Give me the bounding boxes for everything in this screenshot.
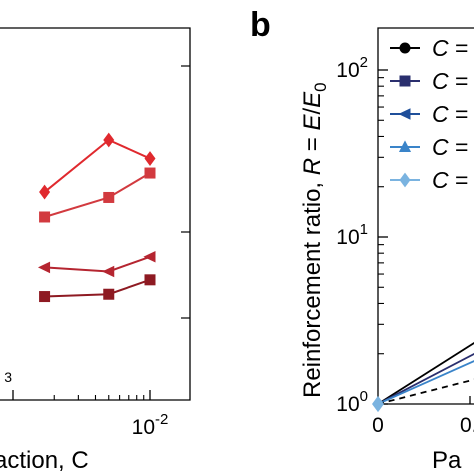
- panel-a-series-2-line: [44, 255, 151, 273]
- panel-a-x-tick-label-1e-2-mantissa: 10: [132, 416, 155, 439]
- panel-a-ticks: [12, 65, 190, 400]
- panel-b-line-0: [377, 341, 474, 405]
- panel-label-b: b: [250, 6, 271, 44]
- panel-a-x-axis-label: action, C: [0, 447, 89, 474]
- legend-3-label: C =: [432, 134, 468, 160]
- panel-a: 3 10-2 action, C: [0, 27, 191, 474]
- panel-b-line-1: [377, 353, 474, 405]
- legend-1-marker: [399, 75, 411, 87]
- legend-2-marker: [398, 108, 411, 120]
- panel-b-x-tick-label-partial: 0.: [460, 414, 474, 437]
- panel-b-frame: [377, 27, 474, 405]
- legend-0-label: C =: [432, 35, 468, 61]
- panel-b-lines: [372, 341, 474, 413]
- panel-a-series-2-point-1: [102, 265, 115, 278]
- panel-a-x-tick-label-1e-3-exponent: 3: [4, 369, 12, 385]
- legend-4-marker: [399, 172, 411, 188]
- panel-b-y-tick-label-1: 101: [336, 221, 368, 249]
- panel-a-series-3-line: [44, 278, 151, 298]
- panel-a-series-3-point-1: [103, 288, 115, 300]
- panel-a-series-2-point-0: [37, 261, 51, 274]
- legend-2-label: C =: [432, 101, 468, 127]
- panel-b-y-tick-label-2: 102: [336, 54, 368, 82]
- panel-b-origin-point: [372, 395, 384, 413]
- panel-a-series-2-point-2: [143, 250, 156, 263]
- legend-0-marker: [399, 42, 411, 54]
- panel-a-series-3-point-2: [144, 274, 156, 286]
- panel-a-series-0-point-1: [103, 132, 115, 148]
- legend-1-label: C =: [432, 68, 468, 94]
- panel-a-x-tick-label-1e-3: 3: [4, 369, 12, 385]
- panel-b-ticks: [377, 69, 471, 405]
- panel-b-y-tick-labels: 100 101 102: [336, 54, 368, 416]
- panel-a-series-0-point-2: [144, 151, 156, 166]
- panel-b-x-axis-label-partial: Pa: [432, 447, 462, 474]
- legend-4-label: C =: [432, 167, 468, 193]
- panel-a-series: [37, 132, 156, 303]
- panel-a-x-tick-label-1e-2-exponent: -2: [155, 411, 168, 428]
- panel-b-legend: C = C = C = C = C =: [390, 35, 468, 193]
- panel-a-series-3-point-0: [39, 291, 51, 303]
- legend-3-marker: [398, 140, 412, 152]
- panel-a-series-1-point-2: [144, 167, 156, 179]
- panel-b-x-tick-label-0: 0: [372, 414, 384, 437]
- panel-b-y-axis-label: Reinforcement ratio, R = E/E0: [299, 82, 330, 398]
- panel-a-series-1-point-1: [103, 191, 115, 203]
- panel-b-line-2: [377, 360, 474, 405]
- panel-a-series-0-line: [43, 138, 151, 193]
- panel-a-x-tick-label-1e-2: 10-2: [132, 411, 169, 439]
- panel-a-frame: [0, 27, 191, 401]
- panel-a-series-1-point-0: [39, 211, 51, 223]
- panel-b: b 100 101 102 Reinforcement ratio, R = E/E…: [250, 6, 474, 474]
- panel-a-series-0-point-0: [39, 184, 51, 200]
- panel-b-y-tick-label-0: 100: [336, 388, 368, 416]
